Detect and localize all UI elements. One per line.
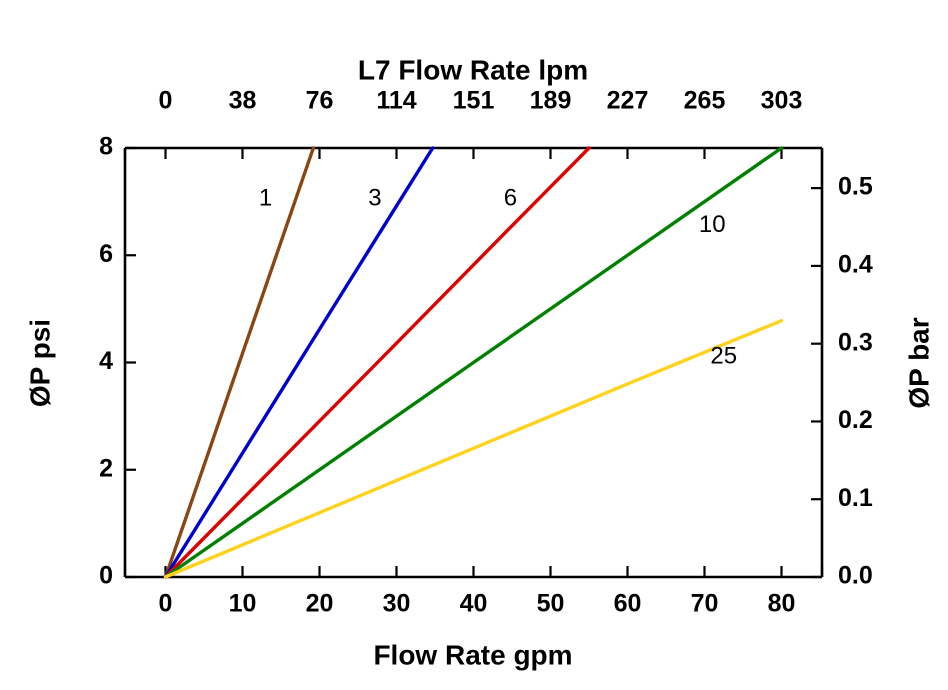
series-label-10: 10	[699, 211, 726, 238]
bottom-tick-label: 0	[159, 590, 173, 618]
bottom-tick-label: 10	[229, 590, 257, 618]
right-tick-label: 0.1	[838, 484, 873, 512]
bottom-tick-label: 40	[460, 590, 488, 618]
top-axis-tick-labels: 0 38 76 114 151 189 227 265 303	[159, 87, 803, 115]
bottom-axis-ticks	[123, 566, 824, 577]
right-axis-tick-labels: 0.0 0.1 0.2 0.3 0.4 0.5	[838, 173, 873, 590]
left-tick-label: 0	[99, 562, 113, 590]
y-right-axis-title: ØP bar	[903, 317, 934, 408]
series-label-1: 1	[259, 184, 272, 211]
top-tick-label: 76	[306, 87, 334, 115]
right-tick-label: 0.4	[838, 251, 873, 279]
bottom-tick-label: 60	[614, 590, 642, 618]
series-curve-10	[163, 146, 784, 579]
series-curve-3	[163, 146, 435, 579]
left-axis-tick-labels: 0 2 4 6 8	[99, 133, 113, 590]
top-tick-label: 189	[530, 87, 572, 115]
bottom-tick-label: 70	[691, 590, 719, 618]
top-tick-label: 0	[159, 87, 173, 115]
right-axis-ticks	[811, 187, 822, 579]
left-tick-label: 8	[99, 133, 113, 161]
left-tick-label: 2	[99, 454, 113, 482]
bottom-tick-label: 80	[768, 590, 796, 618]
left-tick-label: 4	[99, 347, 113, 375]
series-curve-6	[163, 146, 591, 579]
right-tick-label: 0.5	[838, 173, 873, 201]
series-curves	[163, 146, 784, 579]
top-tick-label: 303	[761, 87, 803, 115]
top-axis-title: L7 Flow Rate lpm	[358, 54, 588, 85]
right-tick-label: 0.2	[838, 406, 873, 434]
top-tick-label: 265	[684, 87, 726, 115]
right-tick-label: 0.0	[838, 562, 873, 590]
top-tick-label: 114	[376, 87, 416, 115]
series-label-6: 6	[504, 184, 517, 211]
series-curve-labels: 1 3 6 10 25	[259, 184, 737, 369]
series-label-3: 3	[368, 184, 381, 211]
top-tick-label: 38	[229, 87, 257, 115]
top-tick-label: 151	[453, 87, 495, 115]
x-axis-title: Flow Rate gpm	[373, 639, 572, 670]
y-axis-title: ØP psi	[24, 319, 55, 407]
right-tick-label: 0.3	[838, 328, 873, 356]
series-curve-1	[163, 146, 316, 579]
bottom-tick-label: 50	[537, 590, 565, 618]
bottom-axis-tick-labels: 0 10 20 30 40 50 60 70 80	[159, 590, 796, 618]
series-label-25: 25	[710, 342, 737, 369]
top-tick-label: 227	[607, 87, 649, 115]
left-axis-ticks	[125, 146, 136, 579]
left-tick-label: 6	[99, 240, 113, 268]
bottom-tick-label: 20	[306, 590, 334, 618]
bottom-tick-label: 30	[383, 590, 411, 618]
series-curve-25	[163, 318, 784, 579]
